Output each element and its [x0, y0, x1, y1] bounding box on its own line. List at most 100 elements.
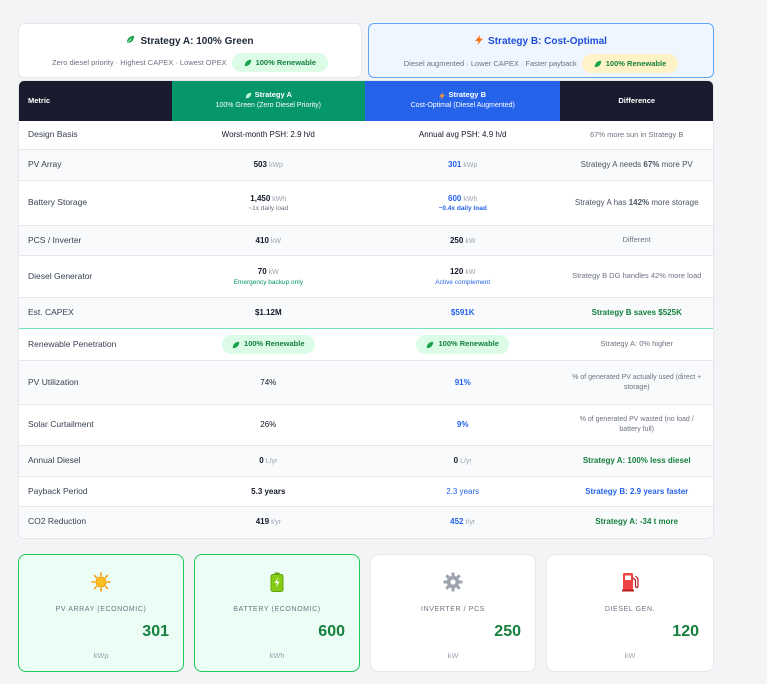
metric-cell: PV Utilization: [28, 376, 79, 387]
metric-cell: CO2 Reduction: [28, 516, 87, 527]
value: 250: [449, 235, 464, 245]
unit: kW: [270, 237, 282, 245]
header-strategy-b: Strategy B Cost-Optimal (Diesel Augmente…: [365, 81, 561, 121]
strategy-b-card[interactable]: Strategy B: Cost-Optimal Diesel augmente…: [368, 23, 714, 78]
kpi-card-diesel[interactable]: DIESEL GEN. 120 kW: [546, 554, 714, 672]
renewable-badge-label: 100% Renewable: [244, 339, 305, 349]
metric-cell: PCS / Inverter: [28, 234, 82, 245]
value: 120: [449, 267, 464, 277]
value: 419: [255, 517, 270, 527]
leaf-icon: [126, 35, 135, 47]
table-row: Renewable Penetration 100% Renewable 100…: [19, 329, 713, 361]
difference-cell: Strategy A needs 67% more PV: [560, 150, 713, 180]
strategy-b-cell: 2.3 years: [446, 486, 480, 496]
value: 0: [453, 456, 459, 466]
metric-cell: Renewable Penetration: [28, 338, 117, 349]
gear-icon: [371, 572, 535, 592]
renewable-badge: 100% Renewable: [222, 335, 315, 354]
strategy-b-cell: 600 kWh ~0.4x daily load: [365, 181, 560, 225]
renewable-badge-label: 100% Renewable: [255, 58, 317, 67]
kpi-card-inverter[interactable]: INVERTER / PCS 250 kW: [370, 554, 536, 672]
strategy-b-cell: 9%: [456, 420, 469, 430]
kpi-label: INVERTER / PCS: [421, 606, 485, 613]
leaf-icon: [245, 93, 251, 99]
kpi-card-pv-array[interactable]: PV ARRAY (ECONOMIC) 301 kWp: [18, 554, 184, 672]
table-row: Est. CAPEX $1.12M $591K Strategy B saves…: [19, 298, 713, 329]
unit: kWp: [268, 162, 283, 170]
strategy-a-cell: 74%: [260, 377, 277, 387]
kpi-unit: kW: [624, 651, 636, 660]
strategy-b-cell: 100% Renewable: [365, 329, 560, 360]
strategy-a-title: Strategy A: 100% Green: [140, 35, 254, 47]
strategy-a-cell: 1,450 kWh ~1x daily load: [172, 181, 365, 225]
fuel-pump-icon: [547, 572, 713, 592]
table-row: CO2 Reduction 419 t/yr 452 t/yr Strategy A…: [19, 507, 713, 537]
table-row: Battery Storage 1,450 kWh ~1x daily load …: [19, 181, 713, 226]
strategy-b-cell: 250 kW: [365, 226, 560, 255]
leaf-icon: [594, 60, 601, 67]
strategy-b-cell: Annual avg PSH: 4.9 h/d: [418, 130, 507, 140]
unit: kW: [465, 269, 476, 277]
header-strategy-a-title: Strategy A: [254, 90, 292, 100]
difference-text: more storage: [649, 198, 699, 208]
renewable-badge: 100% Renewable: [231, 53, 329, 72]
cell-note: ~1x daily load: [248, 205, 289, 213]
table-row: Solar Curtailment 26% 9% % of generated …: [19, 405, 713, 446]
value: 0: [259, 456, 264, 466]
leaf-icon: [427, 341, 434, 348]
difference-cell: Strategy A: -34 t more: [595, 517, 679, 527]
kpi-unit: kWp: [93, 651, 109, 660]
difference-text: Strategy A needs: [580, 160, 644, 170]
unit: kW: [465, 237, 476, 245]
strategy-b-subtitle: Diesel augmented · Lower CAPEX · Faster …: [403, 59, 577, 68]
lightning-icon: [475, 35, 484, 48]
metric-cell: Design Basis: [28, 129, 78, 140]
header-strategy-b-subtitle: Cost-Optimal (Diesel Augmented): [410, 102, 515, 110]
strategy-b-cell: 91%: [454, 377, 471, 387]
unit: kWp: [463, 162, 478, 170]
difference-cell: 67% more sun in Strategy B: [590, 129, 684, 139]
difference-cell: Strategy A: 100% less diesel: [582, 456, 691, 466]
strategy-a-cell: $1.12M: [254, 308, 282, 318]
strategy-a-cell: 100% Renewable: [172, 329, 365, 360]
difference-cell: % of generated PV actually used (direct …: [572, 373, 702, 391]
strategy-a-cell: 26%: [260, 420, 277, 430]
value: 600: [448, 193, 462, 203]
value: 410: [255, 235, 269, 245]
renewable-badge-label: 100% Renewable: [605, 59, 667, 68]
strategy-a-card[interactable]: Strategy A: 100% Green Zero diesel prior…: [18, 23, 362, 78]
difference-highlight: 67%: [643, 160, 660, 170]
header-strategy-a: Strategy A 100% Green (Zero Diesel Prior…: [171, 81, 366, 121]
kpi-label: PV ARRAY (ECONOMIC): [55, 606, 147, 613]
metric-cell: PV Array: [28, 159, 62, 170]
strategy-a-cell: 70 kW Emergency backup only: [172, 256, 365, 297]
header-metric: Metric: [19, 81, 172, 121]
strategy-a-subtitle: Zero diesel priority · Highest CAPEX · L…: [51, 58, 227, 67]
battery-icon: [195, 572, 359, 592]
kpi-value: 301: [142, 623, 169, 640]
value: 301: [448, 160, 462, 170]
value: 1,450: [250, 193, 271, 203]
unit: kWh: [463, 195, 478, 203]
header-strategy-b-title: Strategy B: [448, 90, 486, 100]
unit: t/yr: [465, 519, 476, 527]
metric-cell: Annual Diesel: [28, 455, 81, 466]
metric-cell: Diesel Generator: [28, 270, 93, 281]
header-strategy-a-subtitle: 100% Green (Zero Diesel Priority): [215, 102, 322, 110]
strategy-a-cell: Worst-month PSH: 2.9 h/d: [221, 130, 315, 140]
strategy-b-cell: 0 L/yr: [365, 446, 560, 476]
difference-highlight: 142%: [628, 198, 650, 208]
kpi-card-battery[interactable]: BATTERY (ECONOMIC) 600 kWh: [194, 554, 360, 672]
difference-cell: Different: [622, 235, 651, 245]
unit: kWh: [272, 195, 287, 203]
difference-cell: Strategy B saves $525K: [591, 308, 682, 318]
cell-note: Active complement: [435, 278, 491, 286]
unit: kW: [268, 269, 279, 277]
kpi-value: 120: [672, 623, 699, 640]
table-row: PV Array 503 kWp 301 kWp Strategy A needs …: [19, 150, 713, 181]
difference-text: more PV: [659, 160, 693, 170]
strategy-a-cell: 5.3 years: [251, 486, 286, 496]
cell-note: ~0.4x daily load: [438, 205, 487, 213]
renewable-badge: 100% Renewable: [416, 335, 509, 354]
table-header: Metric Strategy A 100% Green (Zero Diese…: [19, 81, 713, 121]
